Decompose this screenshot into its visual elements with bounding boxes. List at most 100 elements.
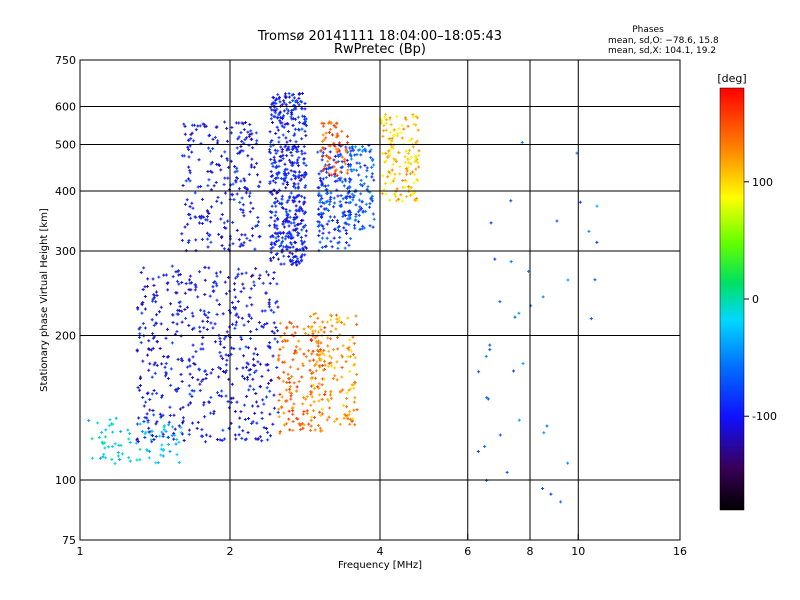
data-point xyxy=(370,165,374,169)
data-point xyxy=(249,316,253,320)
data-point xyxy=(155,339,159,343)
data-point xyxy=(255,421,259,425)
data-point xyxy=(209,411,213,415)
data-point xyxy=(334,161,338,165)
data-point xyxy=(296,150,300,154)
data-point xyxy=(328,215,332,219)
data-point xyxy=(285,399,289,403)
data-point xyxy=(162,273,166,277)
data-point xyxy=(310,390,314,394)
data-point xyxy=(201,319,205,323)
data-point xyxy=(395,187,399,191)
data-point xyxy=(351,148,355,152)
data-point xyxy=(326,184,330,188)
data-point xyxy=(284,103,288,107)
data-point xyxy=(243,438,247,442)
data-point xyxy=(175,330,179,334)
data-point xyxy=(415,177,419,181)
data-point xyxy=(242,354,246,358)
data-point xyxy=(411,170,415,174)
data-point xyxy=(384,151,388,155)
data-point xyxy=(277,399,281,403)
data-point xyxy=(414,154,418,158)
data-point xyxy=(200,197,204,201)
data-point xyxy=(323,184,327,188)
data-point xyxy=(204,313,208,317)
data-point xyxy=(317,172,321,176)
data-point xyxy=(174,270,178,274)
data-point xyxy=(221,312,225,316)
data-point xyxy=(329,396,333,400)
data-point xyxy=(235,169,239,173)
data-point xyxy=(272,331,276,335)
data-point xyxy=(272,158,276,162)
data-point xyxy=(353,356,357,360)
data-point xyxy=(352,341,356,345)
data-point xyxy=(360,200,364,204)
data-point xyxy=(231,242,235,246)
data-point xyxy=(346,141,350,145)
data-point xyxy=(383,115,387,119)
data-point xyxy=(301,241,305,245)
data-point xyxy=(189,216,193,220)
data-point xyxy=(360,227,364,231)
data-point xyxy=(177,282,181,286)
data-point xyxy=(230,346,234,350)
data-point xyxy=(282,101,286,105)
data-point xyxy=(300,173,304,177)
data-point xyxy=(401,179,405,183)
data-point xyxy=(355,373,359,377)
data-point xyxy=(233,433,237,437)
data-point xyxy=(240,196,244,200)
data-point xyxy=(321,184,325,188)
data-point xyxy=(248,296,252,300)
data-point xyxy=(277,113,281,117)
data-point xyxy=(218,336,222,340)
data-point xyxy=(286,109,290,113)
data-point xyxy=(345,405,349,409)
data-point xyxy=(316,341,320,345)
data-point xyxy=(296,182,300,186)
data-point xyxy=(333,374,337,378)
data-point xyxy=(296,233,300,237)
data-point xyxy=(293,331,297,335)
data-point xyxy=(279,158,283,162)
data-point xyxy=(270,121,274,125)
data-point xyxy=(235,177,239,181)
data-point xyxy=(403,185,407,189)
data-point xyxy=(280,150,284,154)
data-point xyxy=(102,452,106,456)
data-point xyxy=(265,321,269,325)
data-point xyxy=(289,321,293,325)
data-point xyxy=(348,422,352,426)
data-point xyxy=(384,121,388,125)
data-point xyxy=(335,378,339,382)
data-point xyxy=(291,420,295,424)
data-point xyxy=(159,453,163,457)
data-point xyxy=(343,157,347,161)
data-point xyxy=(160,430,164,434)
data-point xyxy=(258,234,262,238)
data-point xyxy=(587,229,591,233)
data-point xyxy=(345,150,349,154)
data-point xyxy=(221,369,225,373)
data-point xyxy=(297,209,301,213)
data-point xyxy=(205,231,209,235)
data-point xyxy=(148,362,152,366)
data-point xyxy=(225,358,229,362)
data-point xyxy=(275,251,279,255)
data-point xyxy=(190,281,194,285)
data-point xyxy=(217,303,221,307)
data-point xyxy=(303,223,307,227)
data-point xyxy=(282,262,286,266)
data-point xyxy=(160,443,164,447)
data-point xyxy=(275,125,279,129)
data-point xyxy=(245,304,249,308)
data-point xyxy=(404,167,408,171)
data-point xyxy=(317,234,321,238)
data-point xyxy=(237,425,241,429)
data-point xyxy=(486,397,490,401)
data-point xyxy=(354,145,358,149)
data-point xyxy=(264,291,268,295)
